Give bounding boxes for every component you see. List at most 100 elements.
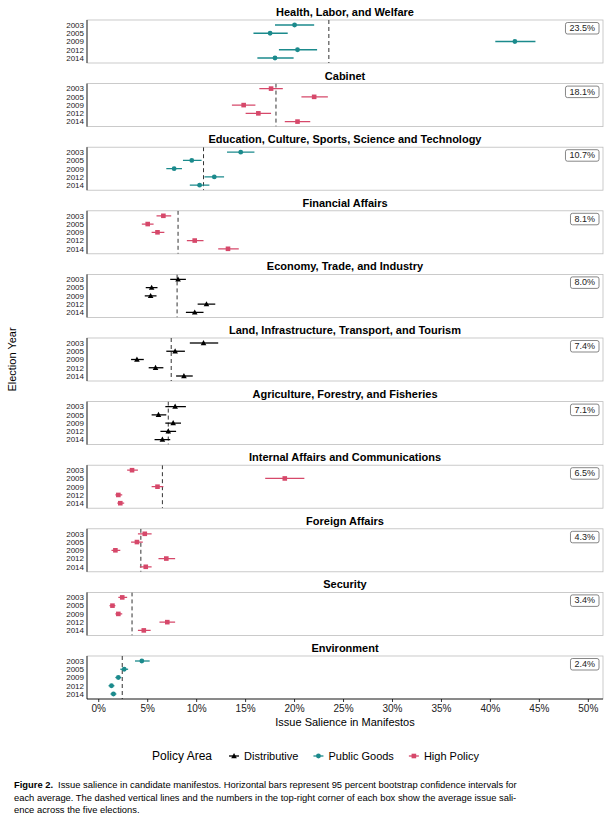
point bbox=[312, 95, 317, 100]
point bbox=[189, 158, 194, 163]
x-tick bbox=[294, 699, 295, 702]
point bbox=[175, 276, 181, 281]
legend-key-marker bbox=[316, 754, 321, 759]
point bbox=[268, 31, 273, 36]
y-tick-label: 2014 bbox=[66, 626, 84, 635]
legend-key-marker bbox=[231, 753, 237, 758]
x-tick bbox=[490, 699, 491, 702]
y-tick-label: 2014 bbox=[66, 563, 84, 572]
point bbox=[116, 675, 121, 680]
y-tick-label: 2014 bbox=[66, 181, 84, 190]
point bbox=[273, 56, 278, 61]
x-tick-label: 40% bbox=[480, 703, 500, 714]
mean-label: 10.7% bbox=[569, 150, 595, 160]
panel: Environment200320052009201220142.4%0%5%1… bbox=[66, 642, 603, 728]
x-tick bbox=[539, 699, 540, 702]
panel-frame bbox=[87, 338, 603, 381]
point bbox=[139, 659, 144, 664]
mean-label: 18.1% bbox=[569, 87, 595, 97]
point bbox=[512, 39, 517, 44]
point bbox=[148, 293, 154, 298]
data-group bbox=[111, 529, 175, 572]
mean-label-box bbox=[570, 595, 599, 607]
mean-line bbox=[328, 20, 329, 63]
panel-frame bbox=[87, 656, 603, 699]
y-axis-line bbox=[87, 529, 88, 572]
point bbox=[295, 119, 300, 124]
x-tick-label: 0% bbox=[92, 703, 107, 714]
x-tick bbox=[196, 699, 197, 702]
legend-label: Public Goods bbox=[328, 750, 394, 762]
point bbox=[155, 230, 160, 235]
data-group bbox=[152, 402, 186, 445]
legend-label: High Policy bbox=[424, 750, 480, 762]
x-tick bbox=[245, 699, 246, 702]
y-tick-label: 2014 bbox=[66, 117, 84, 126]
panel-title: Foreign Affairs bbox=[306, 515, 384, 527]
y-tick-label: 2014 bbox=[66, 245, 84, 254]
mean-label: 3.4% bbox=[574, 595, 595, 605]
x-tick-label: 45% bbox=[529, 703, 549, 714]
x-tick-label: 50% bbox=[578, 703, 598, 714]
panel-title: Health, Labor, and Welfare bbox=[276, 6, 414, 18]
point bbox=[282, 476, 287, 481]
mean-label-box bbox=[565, 86, 599, 98]
x-tick-label: 25% bbox=[334, 703, 354, 714]
point bbox=[181, 373, 187, 378]
point bbox=[204, 301, 210, 306]
point bbox=[201, 340, 207, 345]
point bbox=[141, 628, 146, 633]
mean-label: 8.0% bbox=[574, 277, 595, 287]
x-tick bbox=[588, 699, 589, 702]
caption: Figure 2.Issue salience in candidate man… bbox=[14, 779, 517, 815]
point bbox=[116, 493, 121, 498]
panel-title: Security bbox=[323, 578, 367, 590]
mean-label: 2.4% bbox=[574, 659, 595, 669]
mean-label: 7.4% bbox=[574, 341, 595, 351]
data-group bbox=[110, 592, 176, 635]
panel-title: Agriculture, Forestry, and Fisheries bbox=[252, 388, 437, 400]
y-axis-line bbox=[87, 402, 88, 445]
point bbox=[170, 420, 176, 425]
y-axis-line bbox=[87, 20, 88, 63]
data-group bbox=[145, 274, 215, 317]
point bbox=[130, 468, 135, 473]
data-group bbox=[109, 656, 150, 699]
figure: Health, Labor, and Welfare20032005200920… bbox=[0, 0, 614, 829]
y-tick-label: 2014 bbox=[66, 308, 84, 317]
panel: Health, Labor, and Welfare20032005200920… bbox=[66, 6, 603, 63]
panel: Cabinet2003200520092012201418.1% bbox=[66, 70, 603, 127]
y-tick-label: 2014 bbox=[66, 690, 84, 699]
point bbox=[269, 86, 274, 91]
panel-title: Economy, Trade, and Industry bbox=[267, 260, 424, 272]
panel-frame bbox=[87, 211, 603, 254]
point bbox=[149, 285, 155, 290]
point bbox=[122, 667, 127, 672]
x-axis-title: Issue Salience in Manifestos bbox=[275, 716, 415, 728]
data-group bbox=[253, 20, 535, 63]
panel: Economy, Trade, and Industry200320052009… bbox=[66, 260, 603, 317]
panel: Foreign Affairs200320052009201220144.3% bbox=[66, 515, 603, 572]
caption-line: ence across the five elections. bbox=[14, 804, 140, 815]
point bbox=[165, 428, 171, 433]
mean-line bbox=[203, 147, 204, 190]
y-axis-line bbox=[87, 465, 88, 508]
x-tick-label: 20% bbox=[285, 703, 305, 714]
mean-label-box bbox=[570, 341, 599, 353]
x-tick bbox=[343, 699, 344, 702]
x-tick bbox=[147, 699, 148, 702]
point bbox=[164, 556, 169, 561]
panel-title: Internal Affairs and Communications bbox=[249, 451, 441, 463]
mean-label-box bbox=[570, 213, 599, 225]
panel-title: Environment bbox=[311, 642, 379, 654]
point bbox=[172, 166, 177, 171]
point bbox=[143, 565, 148, 570]
point bbox=[256, 111, 261, 116]
caption-line: Figure 2.Issue salience in candidate man… bbox=[14, 779, 517, 790]
panel: Financial Affairs200320052009201220148.1… bbox=[66, 197, 603, 254]
y-axis-line bbox=[87, 592, 88, 635]
point bbox=[172, 404, 178, 409]
panel-frame bbox=[87, 592, 603, 635]
mean-label: 8.1% bbox=[574, 214, 595, 224]
x-tick-label: 35% bbox=[431, 703, 451, 714]
